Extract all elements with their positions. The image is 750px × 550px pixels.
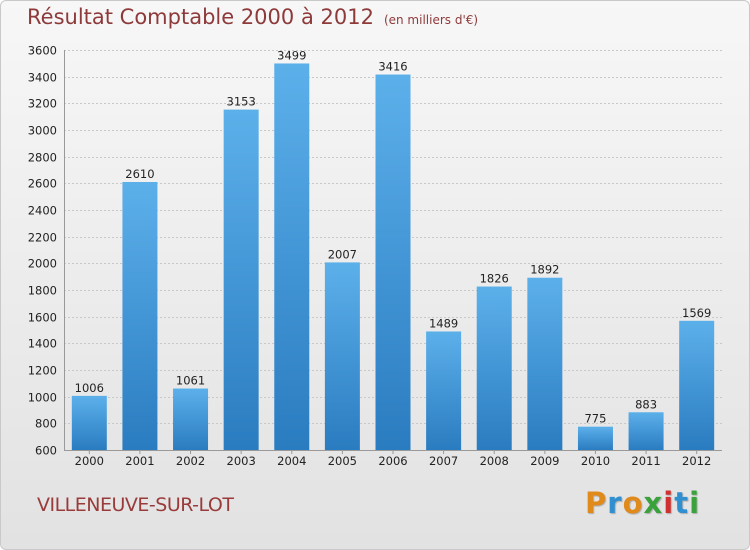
- x-tick-label: 2005: [328, 454, 357, 468]
- y-tick-label: 1000: [28, 391, 57, 405]
- city-name: VILLENEUVE-SUR-LOT: [37, 494, 234, 516]
- y-tick-label: 2400: [28, 204, 57, 218]
- bar: [122, 182, 158, 450]
- logo-letter: x: [643, 486, 664, 520]
- bar: [426, 331, 462, 450]
- y-tick-label: 1200: [28, 364, 57, 378]
- value-label: 1826: [480, 272, 509, 286]
- value-label: 3416: [378, 60, 407, 74]
- y-tick-label: 1600: [28, 311, 57, 325]
- title-main: Résultat Comptable 2000 à 2012: [27, 5, 374, 29]
- y-tick-label: 2200: [28, 231, 57, 245]
- proxiti-logo: Proxiti: [585, 486, 700, 520]
- x-tick-label: 2003: [227, 454, 256, 468]
- value-label: 1569: [682, 306, 711, 320]
- bar: [375, 74, 411, 451]
- x-tick-label: 2010: [581, 454, 610, 468]
- value-label: 883: [635, 397, 657, 411]
- bar: [223, 109, 259, 450]
- title-unit: (en milliers d'€): [383, 13, 479, 27]
- value-label: 775: [584, 412, 606, 426]
- logo-letter: i: [663, 486, 675, 520]
- y-tick-label: 600: [35, 444, 57, 458]
- x-tick-label: 2002: [176, 454, 205, 468]
- y-tick-label: 1400: [28, 337, 57, 351]
- y-tick-label: 2800: [28, 151, 57, 165]
- value-label: 3499: [277, 48, 306, 62]
- y-tick-label: 1800: [28, 284, 57, 298]
- bar: [628, 412, 664, 450]
- logo-letter: i: [689, 486, 701, 520]
- y-tick-label: 800: [35, 417, 57, 431]
- chart-title: Résultat Comptable 2000 à 2012 (en millie…: [27, 5, 478, 29]
- bar: [324, 262, 360, 450]
- logo-letter: o: [622, 486, 644, 520]
- x-tick-label: 2012: [682, 454, 711, 468]
- bar: [173, 388, 209, 450]
- x-tick-label: 2009: [530, 454, 559, 468]
- y-tick-label: 2000: [28, 257, 57, 271]
- x-tick-label: 2007: [429, 454, 458, 468]
- value-label: 2007: [328, 247, 357, 261]
- value-label: 2610: [125, 167, 154, 181]
- bar: [577, 426, 613, 450]
- y-tick-label: 2600: [28, 177, 57, 191]
- value-label: 1892: [530, 263, 559, 277]
- value-label: 1061: [176, 374, 205, 388]
- y-tick-label: 3200: [28, 97, 57, 111]
- x-tick-label: 2001: [125, 454, 154, 468]
- bar: [274, 63, 310, 450]
- logo-letter: t: [674, 486, 690, 520]
- bar: [527, 277, 563, 450]
- y-tick-label: 3600: [28, 44, 57, 58]
- logo-letter: r: [607, 486, 623, 520]
- x-tick-label: 2000: [75, 454, 104, 468]
- value-label: 1006: [75, 381, 104, 395]
- x-tick-label: 2004: [277, 454, 306, 468]
- y-tick-label: 3000: [28, 124, 57, 138]
- y-tick-label: 3400: [28, 71, 57, 85]
- value-label: 1489: [429, 316, 458, 330]
- bar: [71, 395, 107, 450]
- logo-letter: P: [585, 486, 608, 520]
- x-tick-label: 2008: [480, 454, 509, 468]
- x-tick-label: 2011: [631, 454, 660, 468]
- value-label: 3153: [227, 95, 256, 109]
- bar: [476, 286, 512, 450]
- x-tick-label: 2006: [378, 454, 407, 468]
- bar: [679, 320, 715, 450]
